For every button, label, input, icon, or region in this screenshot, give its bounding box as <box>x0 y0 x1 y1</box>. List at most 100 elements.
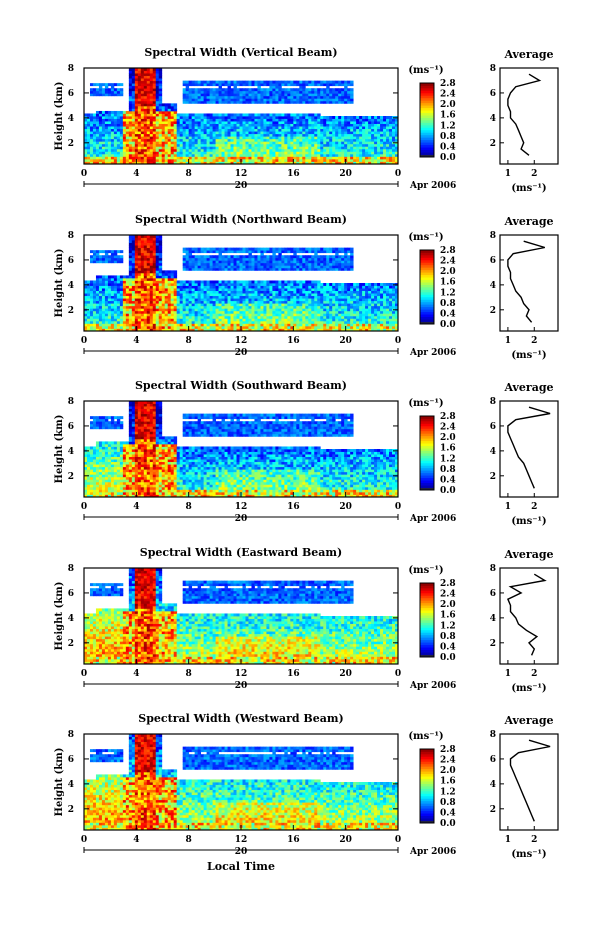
heatmap-cell <box>335 116 339 119</box>
heatmap-cell <box>164 143 169 147</box>
heatmap-cell <box>245 283 249 286</box>
heatmap-cell <box>257 151 261 155</box>
heatmap-cell <box>209 267 213 271</box>
heatmap-cell <box>257 113 261 117</box>
heatmap-cell <box>137 75 142 79</box>
heatmap-cell <box>140 310 145 314</box>
heatmap-cell <box>284 116 288 119</box>
heatmap-cell <box>263 80 267 84</box>
heatmap-cell <box>206 126 210 130</box>
heatmap-cell <box>158 108 163 112</box>
heatmap-cell <box>311 95 315 99</box>
heatmap-cell <box>248 121 252 124</box>
heatmap-cell <box>95 136 100 140</box>
heatmap-cell <box>254 136 258 140</box>
heatmap-cell <box>140 267 145 271</box>
heatmap-cell <box>92 158 97 162</box>
heatmap-cell <box>179 310 184 314</box>
heatmap-cell <box>92 113 97 117</box>
heatmap-cell <box>257 93 261 97</box>
heatmap-cell <box>158 245 163 249</box>
heatmap-cell <box>101 308 106 312</box>
heatmap-cell <box>218 123 222 127</box>
heatmap-cell <box>84 123 88 127</box>
heatmap-cell <box>386 136 390 140</box>
heatmap-cell <box>89 153 94 157</box>
heatmap-cell <box>131 100 136 104</box>
heatmap-cell <box>269 141 273 145</box>
heatmap-cell <box>257 128 261 132</box>
heatmap-cell <box>194 300 199 304</box>
heatmap-cell <box>212 123 216 127</box>
heatmap-cell <box>266 151 270 155</box>
heatmap-cell <box>131 141 136 145</box>
heatmap-cell <box>227 290 231 294</box>
heatmap-cell <box>146 128 151 132</box>
heatmap-cell <box>107 303 112 307</box>
heatmap-cell <box>116 300 121 304</box>
heatmap-cell <box>242 325 246 329</box>
heatmap-cell <box>299 320 303 324</box>
heatmap-cell <box>224 116 228 119</box>
heatmap-cell <box>152 148 157 152</box>
heatmap-cell <box>218 141 222 145</box>
heatmap-cell <box>161 318 166 322</box>
heatmap-cell <box>143 277 148 281</box>
heatmap-cell <box>98 148 103 152</box>
heatmap-cell <box>296 118 300 122</box>
heatmap-cell <box>215 267 219 271</box>
heatmap-cell <box>278 250 282 254</box>
heatmap-cell <box>272 320 276 324</box>
heatmap-cell <box>377 116 381 119</box>
heatmap-cell <box>185 116 190 119</box>
heatmap-cell <box>119 141 124 145</box>
heatmap-cell <box>155 303 160 307</box>
heatmap-cell <box>329 93 333 97</box>
heatmap-cell <box>374 131 378 135</box>
heatmap-cell <box>167 293 172 297</box>
heatmap-cell <box>350 151 354 155</box>
heatmap-cell <box>86 161 91 165</box>
heatmap-cell <box>320 146 324 150</box>
heatmap-cell <box>146 318 151 322</box>
heatmap-cell <box>131 110 136 114</box>
heatmap-cell <box>260 80 264 84</box>
heatmap-cell <box>218 288 222 291</box>
heatmap-cell <box>143 113 148 117</box>
heatmap-cell <box>131 70 136 74</box>
heatmap-cell <box>350 148 354 152</box>
heatmap-cell <box>185 118 190 122</box>
heatmap-cell <box>230 293 234 297</box>
heatmap-cell <box>248 90 252 94</box>
heatmap-cell <box>137 300 142 304</box>
heatmap-cell <box>347 151 351 155</box>
heatmap-cell <box>185 141 190 145</box>
heatmap-cell <box>287 98 291 102</box>
heatmap-cell <box>347 95 351 99</box>
heatmap-cell <box>326 118 330 122</box>
heatmap-cell <box>209 146 213 150</box>
heatmap-cell <box>335 128 339 132</box>
heatmap-cell <box>98 161 103 165</box>
heatmap-cell <box>158 265 163 269</box>
heatmap-cell <box>281 118 285 122</box>
heatmap-cell <box>191 113 196 117</box>
heatmap-cell <box>137 108 142 112</box>
heatmap-cell <box>140 275 145 279</box>
heatmap-cell <box>356 151 360 155</box>
heatmap-cell <box>149 105 154 109</box>
heatmap-cell <box>164 110 169 114</box>
heatmap-cell <box>287 131 291 135</box>
colorbar-segment <box>420 149 434 153</box>
heatmap-cell <box>350 88 354 92</box>
heatmap-cell <box>89 136 94 140</box>
heatmap-cell <box>104 318 109 322</box>
heatmap-cell <box>110 300 115 304</box>
heatmap-cell <box>341 121 345 124</box>
heatmap-cell <box>194 285 199 289</box>
heatmap-cell <box>248 303 252 307</box>
heatmap-cell <box>329 158 333 162</box>
heatmap-cell <box>113 161 118 165</box>
heatmap-cell <box>143 320 148 324</box>
heatmap-cell <box>149 80 154 84</box>
